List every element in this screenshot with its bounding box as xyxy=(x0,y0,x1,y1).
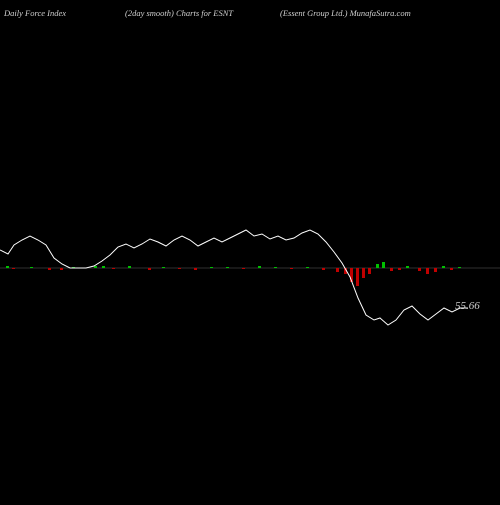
force-index-chart xyxy=(0,20,500,500)
header-title-mid: (2day smooth) Charts for ESNT xyxy=(125,8,233,18)
chart-header: Daily Force Index (2day smooth) Charts f… xyxy=(0,6,500,20)
chart-area: 55.66 xyxy=(0,20,500,500)
header-title-left: Daily Force Index xyxy=(4,8,66,18)
header-title-right: (Essent Group Ltd.) MunafaSutra.com xyxy=(280,8,411,18)
price-label: 55.66 xyxy=(455,300,480,312)
